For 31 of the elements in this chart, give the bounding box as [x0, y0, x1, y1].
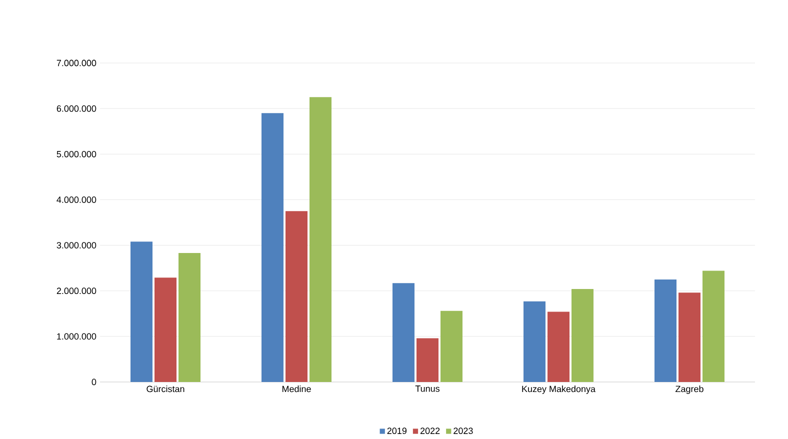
x-tick-label: Medine [282, 385, 311, 392]
y-tick-label: 4.000.000 [56, 196, 96, 203]
y-tick-label: 1.000.000 [57, 333, 96, 340]
bar [524, 301, 546, 382]
legend-label: 2023 [454, 427, 473, 434]
x-tick-label: Zagreb [676, 385, 704, 394]
y-tick-label: 0 [92, 378, 96, 385]
y-tick-label: 5.000.000 [56, 150, 96, 158]
bar [154, 277, 177, 382]
y-tick-label: 7.000.000 [56, 60, 96, 66]
bar [702, 270, 724, 382]
legend-label: 2022 [420, 427, 440, 434]
x-tick-label: Kuzey Makedonya [522, 385, 596, 394]
bar [548, 312, 570, 382]
x-tick-label: Gürcistan [146, 385, 184, 392]
bar [654, 279, 676, 382]
bar [572, 288, 594, 382]
bar [262, 112, 284, 382]
y-tick-label: 6.000.000 [56, 105, 96, 112]
bar [392, 282, 415, 382]
bar [678, 292, 700, 382]
y-tick-label: 3.000.000 [56, 242, 96, 248]
bar [440, 310, 462, 382]
x-tick-label: Tunus [415, 385, 440, 392]
y-tick-label: 2.000.000 [56, 287, 96, 294]
bar [310, 96, 332, 382]
bar [178, 252, 201, 382]
bar [286, 210, 308, 382]
legend-label: 2019 [387, 427, 406, 434]
bar [130, 241, 153, 382]
bar [416, 338, 438, 382]
